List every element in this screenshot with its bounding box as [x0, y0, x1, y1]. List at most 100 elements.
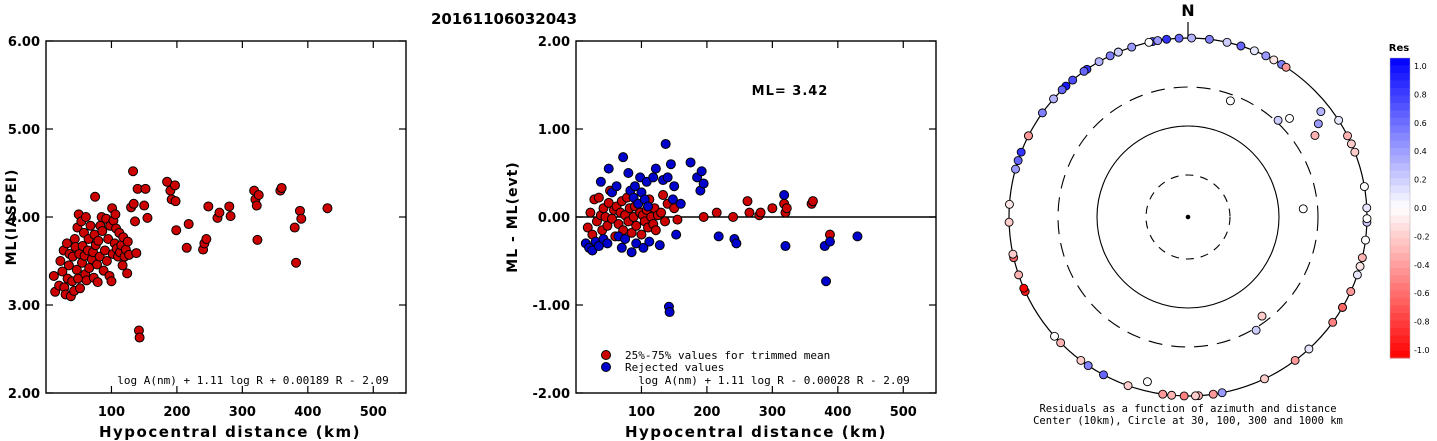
data-point: [128, 198, 139, 209]
station-residual: [1346, 139, 1356, 149]
colorbar-step: [1390, 215, 1410, 224]
colorbar-step: [1390, 178, 1410, 186]
colorbar-step: [1390, 193, 1410, 201]
x-tick-label: 200: [163, 405, 190, 420]
x-tick-label: 400: [294, 405, 321, 420]
y-axis-label: ML(IASPEI): [4, 169, 20, 266]
station-residual: [1225, 96, 1235, 106]
rejected-point: [667, 194, 678, 205]
colorbar-step: [1390, 185, 1410, 194]
rejected-point: [675, 198, 686, 209]
station-residual: [1004, 199, 1014, 209]
rejected-point: [616, 242, 627, 253]
rejected-point: [644, 236, 655, 247]
data-point: [276, 182, 287, 193]
data-point: [90, 191, 101, 202]
figure-title: 20161106032043: [431, 10, 577, 28]
station-residual: [1014, 270, 1024, 280]
station-residual: [1338, 302, 1347, 312]
station-residual: [1208, 389, 1218, 399]
colorbar-step: [1390, 73, 1410, 81]
x-tick-label: 500: [890, 405, 917, 420]
trimmed-point: [658, 190, 669, 200]
station-residual: [1260, 374, 1269, 384]
colorbar-step: [1390, 253, 1410, 261]
y-tick-label: -1.00: [533, 299, 570, 314]
data-point: [63, 260, 74, 271]
y-tick-label: 4.00: [8, 211, 40, 226]
y-tick-label: 2.00: [538, 35, 570, 50]
rejected-point: [713, 231, 724, 242]
legend-marker-rejected: [601, 362, 611, 372]
formula-label: log A(nm) + 1.11 log R + 0.00189 R - 2.0…: [117, 374, 389, 387]
rejected-point: [638, 242, 649, 253]
colorbar-tick-label: 1.0: [1414, 62, 1427, 71]
station-residual: [1079, 66, 1089, 76]
trimmed-point: [626, 227, 637, 238]
x-tick-label: 100: [628, 405, 655, 420]
rejected-point: [611, 181, 622, 192]
data-point: [252, 234, 263, 245]
trimmed-point: [602, 220, 613, 231]
colorbar-tick-label: -0.8: [1414, 318, 1430, 327]
station-residual: [1127, 42, 1137, 52]
rejected-point: [780, 241, 791, 252]
data-point: [85, 220, 96, 231]
station-residual: [1094, 57, 1104, 67]
rejected-point: [603, 163, 614, 174]
colorbar-step: [1390, 140, 1410, 149]
data-point: [48, 270, 59, 281]
legend-label-trimmed: 25%-75% values for trimmed mean: [625, 349, 830, 362]
colorbar-step: [1390, 320, 1410, 329]
station-residual: [1153, 36, 1163, 46]
north-label: N: [1181, 1, 1194, 20]
data-point: [142, 212, 153, 223]
colorbar-step: [1390, 95, 1410, 104]
colorbar-step: [1390, 118, 1410, 126]
rejected-point: [731, 238, 742, 249]
station-residual: [1290, 355, 1300, 365]
data-point: [296, 213, 307, 224]
rejected-point: [631, 238, 642, 249]
x-tick-label: 300: [759, 405, 786, 420]
trimmed-point: [728, 212, 739, 222]
data-point: [75, 283, 86, 294]
station-residual: [1167, 390, 1177, 400]
colorbar-tick-label: -0.4: [1414, 261, 1430, 270]
x-tick-label: 100: [98, 405, 125, 420]
x-tick-label: 400: [824, 405, 851, 420]
colorbar-step: [1390, 110, 1410, 119]
rejected-point: [626, 247, 637, 258]
colorbar-step: [1390, 275, 1410, 284]
colorbar-step: [1390, 65, 1410, 74]
data-point: [322, 203, 333, 214]
caption-line-1: Residuals as a function of azimuth and d…: [1039, 403, 1336, 415]
data-point: [130, 216, 141, 227]
colorbar-tick-label: 0.4: [1414, 147, 1427, 156]
station-residual: [1123, 381, 1133, 391]
colorbar: 1.0 0.8 0.6 0.4 0.2 0.0 -0.2 -0.4 -0.6 -0.8 -1.0: [1389, 57, 1430, 359]
ring-30km: [1145, 174, 1231, 260]
data-point: [80, 212, 91, 222]
station-residual: [1362, 203, 1372, 213]
data-point: [106, 276, 117, 287]
station-residual: [1304, 344, 1314, 354]
station-residual: [1359, 182, 1369, 192]
data-point: [225, 211, 236, 222]
rejected-point: [665, 159, 676, 170]
colorbar-step: [1390, 80, 1410, 89]
station-residual: [1068, 75, 1078, 85]
colorbar-step: [1390, 245, 1410, 254]
station-residual: [1285, 113, 1294, 123]
trimmed-point: [593, 192, 604, 203]
colorbar-step: [1390, 283, 1410, 291]
station-residual: [1050, 331, 1059, 341]
colorbar-step: [1390, 268, 1410, 276]
data-point: [122, 268, 133, 279]
station-residual: [1049, 94, 1058, 104]
data-point: [214, 207, 225, 218]
data-point: [131, 248, 142, 259]
station-residual: [1076, 355, 1086, 365]
x-tick-label: 500: [360, 405, 387, 420]
colorbar-step: [1390, 133, 1410, 141]
